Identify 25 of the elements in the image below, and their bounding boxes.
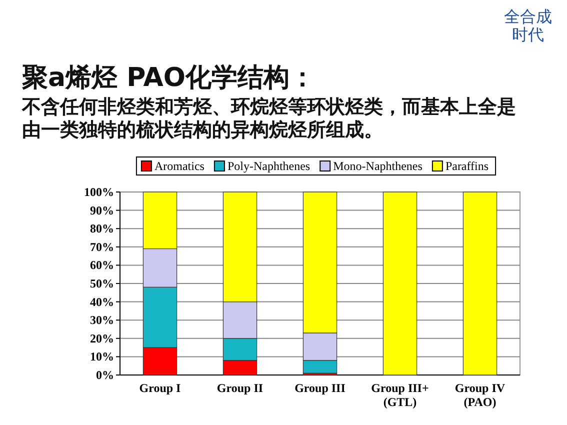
y-tick-label: 100% <box>84 185 114 199</box>
bar <box>382 192 418 376</box>
y-tick-label: 10% <box>90 350 114 364</box>
legend-label: Paraffins <box>445 159 489 173</box>
y-tick-label: 40% <box>90 294 114 309</box>
x-tick-label: Group I <box>139 381 182 395</box>
y-tick-label: 50% <box>90 276 114 290</box>
text: 全合成时代 <box>503 7 553 44</box>
x-tick-label: Group III+ (GTL) <box>371 381 429 409</box>
legend-label: Poly-Naphthenes <box>227 159 310 173</box>
x-tick-label: Group II <box>216 381 264 395</box>
chart-subtitle: 不含任何非烃类和芳烃、环烷烃等环状烃类，而基本上全是由一类独特的梳状结构的异构烷烃所组成。 <box>22 96 517 142</box>
legend-label: Aromatics <box>154 159 205 173</box>
y-tick-label: 0% <box>96 368 114 382</box>
y-tick-label: 20% <box>90 331 114 346</box>
y-tick-label: 70% <box>90 240 114 254</box>
y-tick-label: 90% <box>90 203 114 218</box>
x-tick-label: Group III <box>294 381 346 395</box>
chart-title: 聚a烯烃 PAO化学结构： <box>22 62 316 95</box>
y-tick-label: 60% <box>90 258 114 272</box>
bar <box>462 192 498 376</box>
y-tick-label: 80% <box>90 222 114 236</box>
x-tick-label: Group IV (PAO) <box>454 381 506 409</box>
y-tick-label: 30% <box>90 313 114 328</box>
legend-label: Mono-Naphthenes <box>333 159 423 173</box>
